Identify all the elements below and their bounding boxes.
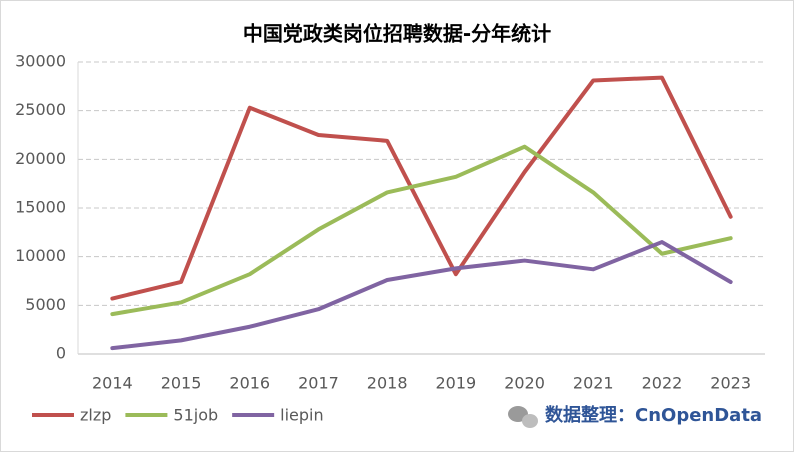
y-tick-label: 15000 (15, 198, 66, 217)
x-tick-label: 2015 (161, 374, 202, 393)
series-line (110, 240, 733, 351)
y-tick-label: 20000 (15, 149, 66, 168)
x-tick-label: 2021 (573, 374, 614, 393)
legend-label: liepin (280, 406, 323, 425)
chart-title: 中国党政类岗位招聘数据-分年统计 (243, 22, 551, 46)
y-tick-label: 0 (56, 344, 66, 363)
y-tick-label: 25000 (15, 100, 66, 119)
x-tick-label: 2014 (92, 374, 133, 393)
x-tick-label: 2019 (435, 374, 476, 393)
annotation: 数据整理：CnOpenData (545, 404, 762, 426)
x-tick-label: 2022 (642, 374, 683, 393)
x-tick-label: 2023 (710, 374, 751, 393)
x-tick-label: 2017 (298, 374, 339, 393)
y-tick-label: 5000 (25, 295, 66, 314)
series-line (110, 75, 733, 301)
x-tick-label: 2016 (229, 374, 270, 393)
wechat-icon (508, 406, 538, 428)
y-tick-label: 10000 (15, 246, 66, 265)
x-tick-label: 2020 (504, 374, 545, 393)
series-line (110, 144, 733, 317)
legend-label: zlzp (80, 406, 111, 425)
legend-label: 51job (173, 406, 218, 425)
x-tick-label: 2018 (367, 374, 408, 393)
y-tick-label: 30000 (15, 52, 66, 71)
